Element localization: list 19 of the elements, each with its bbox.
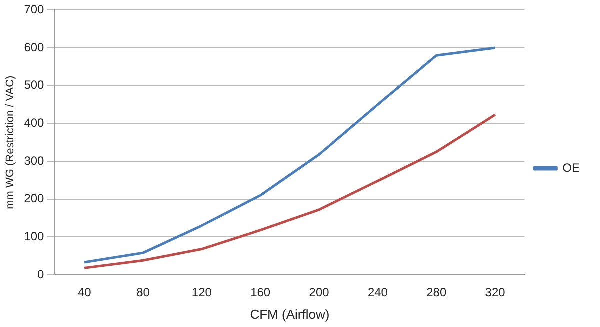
y-tick-label: 200 <box>24 192 45 206</box>
legend-label: OE <box>562 160 580 175</box>
x-tick-label: 200 <box>309 286 330 300</box>
x-tick-label: 240 <box>368 286 388 300</box>
x-tick-label: 280 <box>426 286 447 300</box>
y-tick-label: 600 <box>24 40 45 54</box>
y-tick-label: 0 <box>38 267 45 282</box>
x-tick-label: 120 <box>192 286 212 300</box>
x-tick-label: 40 <box>78 286 92 300</box>
x-tick-label: 80 <box>136 286 150 300</box>
x-tick-label: 160 <box>250 286 271 300</box>
y-tick-label: 400 <box>24 116 45 130</box>
y-tick-label: 100 <box>24 229 45 244</box>
x-tick-label: 320 <box>485 286 506 300</box>
y-tick-label: 300 <box>24 154 45 168</box>
y-tick-label: 500 <box>24 78 45 92</box>
x-axis-title: CFM (Airflow) <box>250 306 330 322</box>
y-axis-title: mm WG (Restriction / VAC) <box>4 76 17 210</box>
y-tick-label: 700 <box>24 2 45 17</box>
